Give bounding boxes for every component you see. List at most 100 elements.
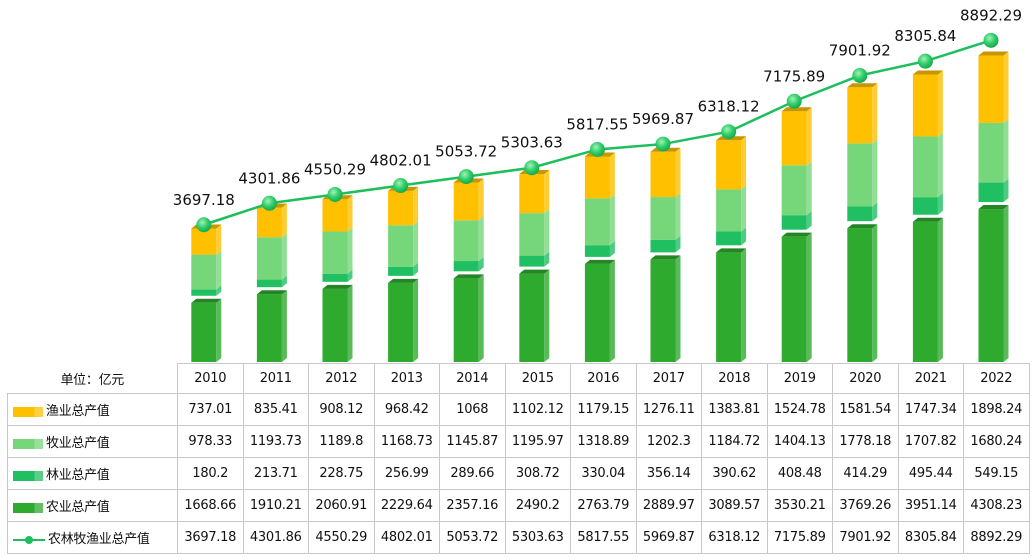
- legend-label: 农业总产值: [46, 500, 110, 515]
- table-cell: 5817.55: [570, 521, 637, 554]
- bar-segment-农业总产值: [584, 259, 615, 362]
- data-label: 5969.87: [632, 110, 694, 128]
- table-cell: 1276.11: [635, 393, 702, 426]
- bar-segment-农业总产值: [847, 224, 878, 362]
- legend-swatch-icon: [13, 438, 43, 449]
- bar-segment-渔业总产值: [912, 70, 943, 137]
- table-cell: 1668.66: [177, 489, 244, 522]
- bar-segment-农业总产值: [453, 274, 484, 362]
- line-point: [196, 217, 212, 233]
- bar-segment-林业总产值: [388, 262, 419, 276]
- bar-segment-牧业总产值: [519, 209, 550, 256]
- table-cell: 1193.73: [242, 425, 309, 458]
- table-cell: 2490.2: [504, 489, 571, 522]
- bar-segment-牧业总产值: [388, 221, 419, 267]
- table-cell: 1179.15: [570, 393, 637, 426]
- x-tick-label: 2022: [963, 363, 1030, 394]
- table-cell: 256.99: [373, 457, 440, 490]
- table-cell: 5303.63: [504, 521, 571, 554]
- x-tick-label: 2016: [570, 363, 637, 394]
- data-label: 7175.89: [763, 67, 825, 85]
- table-cell: 5053.72: [439, 521, 506, 554]
- bar-segment-渔业总产值: [978, 51, 1009, 123]
- table-cell: 3089.57: [701, 489, 768, 522]
- table-cell: 3530.21: [766, 489, 833, 522]
- legend-label: 林业总产值: [46, 468, 110, 483]
- legend-swatch-icon: [13, 502, 43, 513]
- line-layer: [196, 32, 999, 233]
- bar-segment-渔业总产值: [584, 152, 615, 199]
- table-cell: 7175.89: [766, 521, 833, 554]
- table-cell: 228.75: [308, 457, 375, 490]
- bar-segment-牧业总产值: [453, 216, 484, 262]
- bar-segment-林业总产值: [716, 227, 747, 246]
- line-point: [917, 53, 933, 69]
- table-cell: 6318.12: [701, 521, 768, 554]
- line-point: [261, 195, 277, 211]
- bar-segment-渔业总产值: [781, 107, 812, 166]
- line-point: [327, 186, 343, 202]
- table-cell: 1778.18: [832, 425, 899, 458]
- table-cell: 390.62: [701, 457, 768, 490]
- table-cell: 968.42: [373, 393, 440, 426]
- legend-entry: 渔业总产值: [7, 393, 178, 426]
- data-label: 8892.29: [960, 6, 1022, 24]
- x-tick-label: 2017: [635, 363, 702, 394]
- bar-segment-渔业总产值: [519, 170, 550, 214]
- table-cell: 908.12: [308, 393, 375, 426]
- bar-segment-农业总产值: [978, 205, 1009, 362]
- line-point: [393, 178, 409, 194]
- table-cell: 4550.29: [308, 521, 375, 554]
- table-cell: 1910.21: [242, 489, 309, 522]
- legend-label: 渔业总产值: [46, 404, 110, 419]
- bar-segment-牧业总产值: [584, 194, 615, 246]
- bar-segment-林业总产值: [584, 241, 615, 257]
- table-cell: 308.72: [504, 457, 571, 490]
- bar-segment-牧业总产值: [650, 193, 681, 240]
- line-point: [524, 160, 540, 176]
- bar-segment-牧业总产值: [781, 161, 812, 216]
- table-cell: 1068: [439, 393, 506, 426]
- data-label: 5817.55: [566, 115, 628, 133]
- table-cell: 3697.18: [177, 521, 244, 554]
- table-cell: 1898.24: [963, 393, 1030, 426]
- bar-segment-渔业总产值: [388, 186, 419, 226]
- table-cell: 1145.87: [439, 425, 506, 458]
- bar-segment-林业总产值: [847, 202, 878, 222]
- legend-swatch-icon: [13, 406, 43, 417]
- table-cell: 549.15: [963, 457, 1030, 490]
- table-cell: 978.33: [177, 425, 244, 458]
- bar-segment-林业总产值: [912, 193, 943, 215]
- x-tick-label: 2011: [242, 363, 309, 394]
- table-row: 林业总产值 180.2 213.71 228.75 256.99 289.66 308.72…: [7, 457, 1030, 490]
- table-cell: 2889.97: [635, 489, 702, 522]
- data-label: 7901.92: [829, 41, 891, 59]
- table-cell: 4308.23: [963, 489, 1030, 522]
- x-tick-label: 2012: [308, 363, 375, 394]
- x-tick-label: 2019: [766, 363, 833, 394]
- table-header-row: 单位：亿元 2010 2011 2012 2013 2014 2015 2016 2017 201…: [8, 363, 1030, 394]
- table-cell: 737.01: [177, 393, 244, 426]
- table-cell: 1680.24: [963, 425, 1030, 458]
- bar-segment-渔业总产值: [191, 224, 222, 255]
- legend-entry: 林业总产值: [7, 457, 178, 490]
- bar-segment-牧业总产值: [322, 227, 353, 274]
- bar-segment-渔业总产值: [650, 147, 681, 198]
- bar-segment-农业总产值: [519, 269, 550, 362]
- data-label: 4550.29: [304, 160, 366, 178]
- line-point: [589, 141, 605, 157]
- table-cell: 1707.82: [897, 425, 964, 458]
- line-point: [852, 67, 868, 83]
- table-cell: 835.41: [242, 393, 309, 426]
- data-label: 4301.86: [238, 169, 300, 187]
- x-tick-label: 2013: [373, 363, 440, 394]
- legend-label: 牧业总产值: [46, 436, 110, 451]
- data-label: 8305.84: [894, 27, 956, 45]
- table-cell: 1524.78: [766, 393, 833, 426]
- bar-segment-农业总产值: [781, 232, 812, 362]
- data-label: 6318.12: [698, 98, 760, 116]
- bar-segment-牧业总产值: [847, 139, 878, 207]
- data-label: 4802.01: [370, 152, 432, 170]
- table-cell: 289.66: [439, 457, 506, 490]
- table-cell: 2763.79: [570, 489, 637, 522]
